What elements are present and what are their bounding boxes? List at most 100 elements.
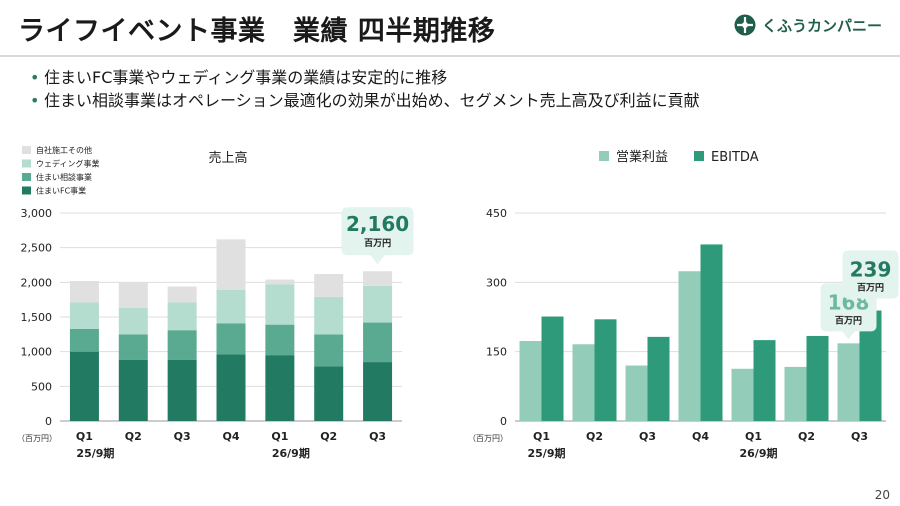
x-tick-label: Q1: [76, 430, 93, 443]
bar-segment: [118, 282, 148, 308]
bar-segment: [216, 323, 246, 355]
bar-segment: [167, 359, 197, 421]
bullet-item: • 住まい相談事業はオペレーション最適化の効果が出始め、セグメント売上高及び利益に…: [30, 91, 700, 110]
bullet-list: • 住まいFC事業やウェディング事業の業績は安定的に推移 • 住まい相談事業はオペレ…: [30, 66, 700, 112]
legend-label: 自社施工その他: [36, 145, 92, 155]
legend-swatch: [22, 146, 31, 154]
bar-segment: [363, 322, 393, 363]
callout-unit: 百万円: [857, 283, 884, 294]
company-logo: くふうカンパニー: [734, 14, 882, 36]
x-tick-label: Q1: [533, 430, 550, 443]
x-tick-label: Q1: [745, 430, 762, 443]
legend-label: ウェディング事業: [36, 159, 99, 169]
op-profit-bar: [731, 368, 754, 421]
y-tick-label: 500: [31, 380, 52, 393]
legend-label: 住まい相談事業: [36, 172, 92, 182]
legend-swatch: [599, 151, 609, 161]
bar-segment: [216, 354, 246, 421]
callout-unit: 百万円: [364, 238, 391, 249]
bar-segment: [363, 362, 393, 421]
y-tick-label: 2,500: [21, 242, 53, 255]
bar-segment: [265, 355, 295, 421]
callout-value: 239: [850, 258, 892, 282]
page-title: ライフイベント事業 業績 四半期推移: [18, 16, 496, 47]
bar-segment: [363, 285, 393, 323]
x-tick-label: Q3: [174, 430, 191, 443]
y-tick-label: 1,000: [21, 346, 53, 359]
x-tick-label: Q3: [639, 430, 656, 443]
bar-segment: [118, 334, 148, 360]
unit-label: （百万円）: [468, 434, 508, 443]
bar-segment: [314, 274, 344, 297]
ebitda-bar: [806, 335, 829, 421]
x-tick-label: Q4: [222, 430, 239, 443]
y-tick-label: 0: [500, 415, 507, 428]
chart-title-revenue: 売上高: [208, 150, 247, 166]
legend-swatch: [694, 151, 704, 161]
bar-segment: [265, 324, 295, 356]
bar-segment: [118, 359, 148, 421]
x-tick-label: Q3: [851, 430, 868, 443]
ebitda-bar: [753, 340, 776, 421]
op-profit-bar: [678, 271, 701, 421]
legend-swatch: [22, 159, 31, 168]
x-tick-label: Q2: [125, 430, 142, 443]
legend-swatch: [22, 186, 31, 195]
op-profit-bar: [572, 344, 595, 421]
ebitda-bar: [594, 319, 617, 421]
bar-segment: [69, 280, 99, 303]
bar-segment: [118, 307, 148, 335]
fiscal-year-label: 25/9期: [528, 446, 566, 460]
legend-swatch: [22, 173, 31, 181]
y-tick-label: 300: [486, 276, 507, 289]
x-tick-label: Q3: [369, 430, 386, 443]
y-tick-label: 2,000: [21, 276, 53, 289]
y-tick-label: 1,500: [21, 311, 53, 324]
x-tick-label: Q1: [271, 430, 288, 443]
ebitda-bar: [647, 336, 670, 421]
callout-box: [842, 250, 899, 307]
ebitda-bar: [541, 316, 564, 421]
bar-segment: [265, 279, 295, 285]
bar-segment: [167, 330, 197, 360]
bar-segment: [265, 284, 295, 325]
bar-segment: [216, 239, 246, 290]
logo-text: くふうカンパニー: [761, 16, 882, 35]
op-profit-bar: [519, 341, 542, 421]
bar-segment: [69, 328, 99, 352]
bar-segment: [69, 302, 99, 329]
op-profit-bar: [784, 366, 807, 421]
fiscal-year-label: 25/9期: [76, 446, 114, 460]
ebitda-bar: [859, 310, 882, 421]
fiscal-year-label: 26/9期: [272, 446, 310, 460]
bar-segment: [314, 366, 344, 421]
legend-label: EBITDA: [711, 150, 759, 165]
bar-segment: [167, 286, 197, 303]
callout-unit: 百万円: [835, 315, 862, 326]
y-tick-label: 3,000: [21, 207, 53, 220]
title-divider: [0, 55, 900, 57]
logo-mark-icon: [734, 14, 756, 36]
bar-segment: [167, 302, 197, 331]
x-tick-label: Q2: [798, 430, 815, 443]
legend-label: 営業利益: [616, 149, 668, 165]
op-profit-bar: [625, 365, 648, 421]
bar-segment: [314, 296, 344, 335]
op-profit-bar: [837, 343, 860, 421]
x-tick-label: Q4: [692, 430, 709, 443]
bar-segment: [69, 351, 99, 421]
bar-segment: [363, 271, 393, 286]
y-tick-label: 150: [486, 346, 507, 359]
x-tick-label: Q2: [320, 430, 337, 443]
ebitda-bar: [700, 244, 723, 421]
y-tick-label: 450: [486, 207, 507, 220]
callout-box: [341, 207, 414, 265]
fiscal-year-label: 26/9期: [740, 446, 778, 460]
callout-value: 2,160: [346, 212, 409, 236]
x-tick-label: Q2: [586, 430, 603, 443]
bar-segment: [216, 289, 246, 324]
legend-label: 住まいFC事業: [36, 186, 86, 196]
page-number: 20: [874, 488, 890, 502]
bar-segment: [314, 334, 344, 367]
